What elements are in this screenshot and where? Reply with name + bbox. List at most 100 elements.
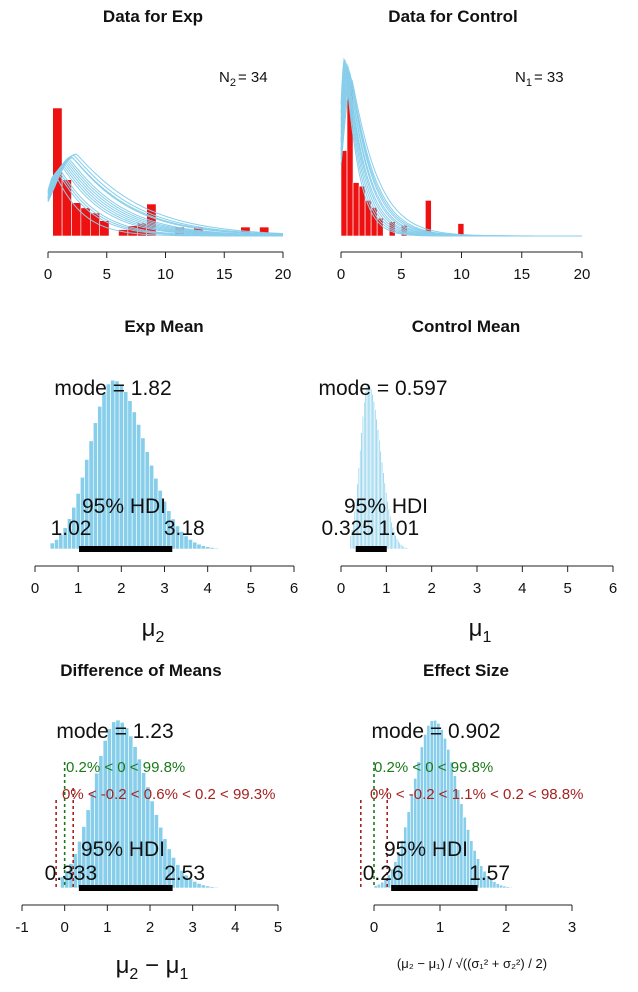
posterior-bar <box>502 885 507 889</box>
posterior-bar <box>213 547 219 550</box>
x-tick-label: 5 <box>103 266 111 283</box>
hdi-low-value: 1.02 <box>51 517 92 540</box>
panel-effect-size: Effect Size mode = 0.902 0.2% < 0 < 99.8… <box>359 661 583 971</box>
posterior-bar <box>140 437 146 550</box>
x-axis: 0 5 10 15 20 <box>337 251 590 283</box>
posterior-bar <box>429 720 434 889</box>
posterior-bar <box>115 719 121 889</box>
posterior-bar <box>209 547 215 550</box>
posterior-bar <box>110 379 116 550</box>
x-tick-label: 0 <box>60 919 68 936</box>
posterior-bar <box>436 723 441 889</box>
x-axis: 0 1 2 3 4 5 6 <box>31 565 298 597</box>
x-axis-label: μ1 <box>469 615 492 646</box>
x-tick-label: 0 <box>370 919 378 936</box>
posterior-bar <box>439 729 444 889</box>
mode-label: mode = 0.597 <box>318 377 447 400</box>
posterior-bar <box>124 727 129 889</box>
posterior-bar <box>123 391 129 550</box>
posterior-bar <box>131 411 137 550</box>
panel-difference-of-means: Difference of Means mode = 1.23 0.2% < 0… <box>15 661 282 983</box>
posterior-bar <box>213 886 219 889</box>
mode-label: mode = 0.902 <box>371 720 500 743</box>
mode-label: mode = 1.23 <box>56 720 173 743</box>
x-tick-label: 1 <box>382 580 390 597</box>
posterior-bar <box>54 539 60 550</box>
posterior-bar <box>416 761 421 889</box>
predictive-curve <box>47 154 283 235</box>
posterior-bar <box>187 539 193 550</box>
panel-title: Control Mean <box>412 317 521 336</box>
x-axis: 0 1 2 3 4 5 6 <box>337 565 617 597</box>
panel-control-mean: Control Mean mode = 0.597 95% HDI 0.325 … <box>318 317 617 646</box>
posterior-bar <box>449 761 454 889</box>
posterior-bar <box>118 384 124 550</box>
rope-text: 0% < -0.2 < 1.1% < 0.2 < 98.8% <box>370 786 583 803</box>
hdi-label: 95% HDI <box>384 838 468 861</box>
predictive-curve <box>47 157 283 235</box>
posterior-bar <box>433 720 437 889</box>
x-tick-label: 20 <box>275 266 292 283</box>
x-axis: -1 0 1 2 3 4 5 <box>15 904 282 936</box>
x-tick-label: 5 <box>274 919 282 936</box>
x-tick-label: 10 <box>453 266 470 283</box>
data-bar <box>340 150 348 237</box>
x-tick-label: 2 <box>146 919 154 936</box>
x-axis-label: μ2 − μ1 <box>116 952 189 983</box>
predictive-curve <box>340 59 582 237</box>
posterior-bar <box>205 885 211 889</box>
x-tick-label: 15 <box>513 266 530 283</box>
hdi-low-value: 0.26 <box>363 862 404 885</box>
x-tick-label: 0 <box>31 580 39 597</box>
x-axis: 0 5 10 15 20 <box>44 251 292 283</box>
posterior-bar <box>92 422 98 550</box>
mode-label: mode = 1.82 <box>54 377 171 400</box>
x-tick-label: -1 <box>15 919 28 936</box>
predictive-curve <box>47 159 283 236</box>
x-tick-label: 4 <box>203 580 211 597</box>
panel-title: Exp Mean <box>124 317 203 336</box>
rope-text: 0% < -0.2 < 0.6% < 0.2 < 99.3% <box>62 786 275 803</box>
posterior-histogram <box>349 383 409 550</box>
hdi-high-value: 1.57 <box>469 862 510 885</box>
x-tick-label: 1 <box>436 919 444 936</box>
hdi-high-value: 3.18 <box>164 517 205 540</box>
posterior-bar <box>136 424 142 550</box>
x-tick-label: 1 <box>74 580 82 597</box>
x-tick-label: 4 <box>231 919 239 936</box>
posterior-bar <box>97 406 103 550</box>
hdi-label: 95% HDI <box>344 495 428 518</box>
x-tick-label: 3 <box>473 580 481 597</box>
posterior-bar <box>114 380 120 550</box>
posterior-bar <box>508 886 513 889</box>
hdi-bar <box>78 885 173 891</box>
posterior-bar <box>49 542 55 550</box>
sample-size-label: N2 = 34 <box>219 69 268 89</box>
x-tick-label: 15 <box>216 266 233 283</box>
x-tick-label: 6 <box>609 580 617 597</box>
comparison-text: 0.2% < 0 < 99.8% <box>66 759 185 776</box>
posterior-bar <box>101 392 107 550</box>
posterior-bar <box>111 721 117 889</box>
x-tick-label: 0 <box>337 580 345 597</box>
posterior-bar <box>119 722 125 889</box>
posterior-bar <box>426 725 431 889</box>
panel-data-exp: Data for Exp N2 = 34 0 5 10 15 20 <box>44 7 292 283</box>
posterior-bar <box>205 546 211 550</box>
data-bar <box>80 207 91 237</box>
comparison-text: 0.2% < 0 < 99.8% <box>374 759 493 776</box>
x-tick-label: 2 <box>117 580 125 597</box>
posterior-bar <box>200 545 206 550</box>
posterior-bar <box>505 886 510 889</box>
panel-title: Difference of Means <box>60 661 222 680</box>
hdi-bar <box>355 546 387 552</box>
x-tick-label: 1 <box>103 919 111 936</box>
posterior-bar <box>373 885 378 889</box>
x-axis-label: (μ₂ − μ₁) / √((σ₁² + σ₂²) / 2) <box>397 956 547 971</box>
posterior-bar <box>127 400 133 550</box>
posterior-bar <box>136 758 142 889</box>
posterior-bar <box>406 547 409 550</box>
x-tick-label: 6 <box>290 580 298 597</box>
posterior-predictive-curves <box>47 153 284 237</box>
